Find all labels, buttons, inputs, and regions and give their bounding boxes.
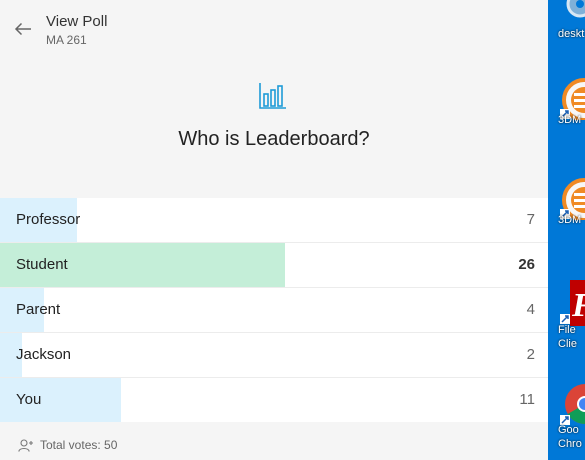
svg-text:F: F bbox=[571, 287, 585, 324]
option-vote-count: 7 bbox=[526, 211, 535, 228]
option-label: You bbox=[16, 391, 42, 408]
chrome-icon bbox=[560, 384, 585, 425]
option-label: Parent bbox=[16, 301, 61, 318]
desktop-icon-label-line2: Clie bbox=[558, 338, 577, 350]
poll-option-professor[interactable]: Professor 7 bbox=[0, 198, 548, 243]
option-vote-count: 2 bbox=[526, 346, 535, 363]
vote-percentage-bar bbox=[0, 288, 44, 332]
poll-option-student[interactable]: Student 26 bbox=[0, 243, 548, 288]
option-label: Jackson bbox=[16, 346, 72, 363]
page-subtitle: MA 261 bbox=[46, 33, 87, 47]
option-vote-count: 4 bbox=[526, 301, 535, 318]
gear-icon bbox=[566, 0, 585, 18]
filezilla-icon: F bbox=[560, 280, 585, 326]
desktop-icon-chrome[interactable]: Goo Chro bbox=[558, 382, 585, 451]
option-vote-count: 26 bbox=[518, 256, 535, 273]
desktop-icon-label: File bbox=[558, 324, 576, 336]
3dmark-icon bbox=[560, 78, 585, 122]
total-votes: Total votes: 50 bbox=[18, 438, 117, 452]
total-votes-label: Total votes: 50 bbox=[40, 438, 118, 452]
poll-chart-icon bbox=[259, 83, 286, 109]
poll-options-list: Professor 7 Student 26 Parent 4 Jackson 2 You 11 bbox=[0, 198, 548, 422]
desktop-icon-label: deskt bbox=[558, 28, 585, 40]
desktop-icon-label: 3DM bbox=[558, 114, 582, 126]
vote-percentage-bar bbox=[0, 198, 77, 242]
people-add-icon bbox=[18, 438, 33, 452]
option-label: Student bbox=[16, 256, 68, 273]
back-button[interactable] bbox=[10, 16, 36, 42]
desktop-icon-3dmark-1[interactable]: 3DM bbox=[558, 78, 585, 127]
desktop-icon-label-line2: Chro bbox=[558, 438, 582, 450]
option-vote-count: 11 bbox=[519, 391, 535, 408]
poll-question: Who is Leaderboard? bbox=[178, 128, 370, 150]
vote-percentage-bar bbox=[0, 378, 121, 422]
desktop-icon-label: 3DM bbox=[558, 214, 582, 226]
desktop-strip: deskt 3DM 3DM F bbox=[548, 0, 585, 460]
arrow-left-icon bbox=[14, 22, 31, 36]
desktop-icon-settings[interactable]: deskt bbox=[558, 0, 585, 41]
poll-option-parent[interactable]: Parent 4 bbox=[0, 288, 548, 333]
vote-percentage-bar bbox=[0, 243, 285, 287]
poll-app-window: View Poll MA 261 Who is Leaderboard? Pro… bbox=[0, 0, 548, 460]
option-label: Professor bbox=[16, 211, 81, 228]
desktop-icon-label: Goo bbox=[558, 424, 579, 436]
desktop-icon-3dmark-2[interactable]: 3DM bbox=[558, 178, 585, 227]
poll-option-jackson[interactable]: Jackson 2 bbox=[0, 333, 548, 378]
header: View Poll MA 261 bbox=[0, 0, 548, 60]
vote-percentage-bar bbox=[0, 333, 22, 377]
desktop-icon-filezilla[interactable]: F File Clie bbox=[558, 280, 585, 351]
page-title: View Poll bbox=[46, 13, 108, 30]
poll-option-you[interactable]: You 11 bbox=[0, 378, 548, 422]
